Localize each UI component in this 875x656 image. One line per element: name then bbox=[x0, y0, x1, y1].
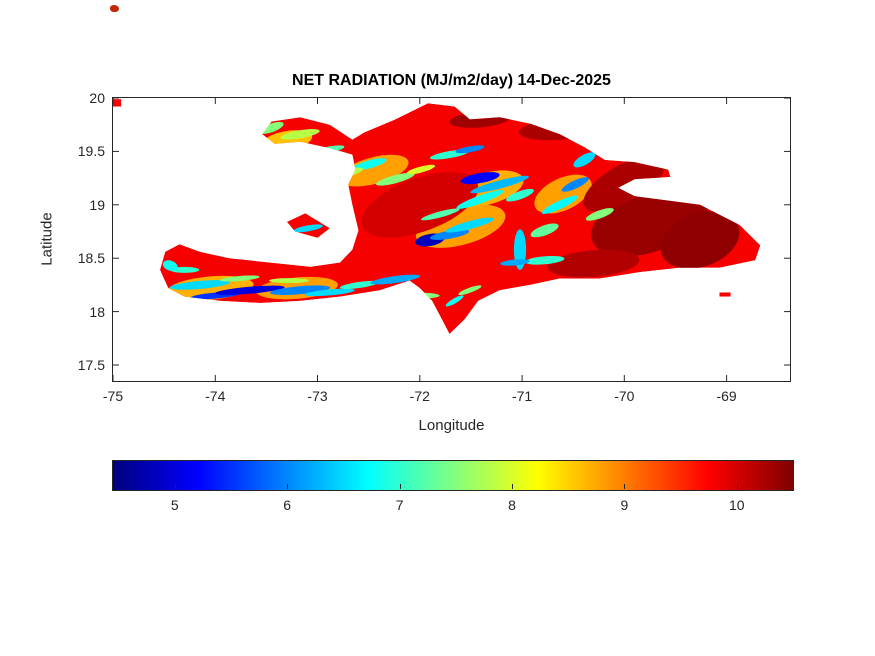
radiation-streak bbox=[421, 208, 460, 221]
x-tick-label: -71 bbox=[511, 388, 533, 404]
radiation-patch bbox=[583, 155, 666, 212]
radiation-streak bbox=[269, 278, 309, 284]
radiation-streak bbox=[460, 172, 500, 185]
radiation-streak bbox=[470, 175, 529, 194]
radiation-streak bbox=[162, 260, 178, 272]
colorbar-gradient bbox=[113, 461, 793, 490]
radiation-streak bbox=[456, 190, 504, 209]
radiation-streak bbox=[270, 285, 331, 295]
x-axis-label: Longitude bbox=[418, 417, 485, 434]
radiation-streak bbox=[352, 158, 387, 171]
x-tick-label: -70 bbox=[614, 388, 635, 404]
radiation-streak bbox=[458, 285, 482, 296]
radiation-streak bbox=[406, 164, 436, 175]
radiation-streak bbox=[219, 275, 260, 282]
radiation-streak bbox=[304, 288, 355, 297]
radiation-streak bbox=[530, 223, 559, 238]
island-fill bbox=[113, 99, 761, 334]
radiation-patch bbox=[361, 172, 479, 238]
radiation-streak bbox=[169, 280, 230, 290]
radiation-streak bbox=[455, 145, 485, 154]
x-tick-label: -73 bbox=[307, 388, 328, 404]
radiation-patch bbox=[339, 154, 409, 187]
x-tick-label: -69 bbox=[716, 388, 737, 404]
radiation-streak bbox=[506, 188, 534, 202]
radiation-streak bbox=[293, 224, 323, 233]
radiation-streak bbox=[399, 292, 440, 299]
radiation-streak bbox=[445, 217, 495, 233]
colorbar-tick-label: 6 bbox=[283, 497, 292, 513]
y-tick-label: 20 bbox=[89, 90, 105, 106]
radiation-streak bbox=[541, 195, 579, 214]
axis-tick-marks bbox=[113, 98, 790, 381]
y-axis-label: Latitude bbox=[38, 212, 56, 266]
radiation-streak bbox=[500, 259, 530, 266]
radiation-streak bbox=[339, 280, 380, 289]
colorbar-tick-label: 10 bbox=[729, 497, 745, 513]
colorbar bbox=[112, 460, 794, 491]
radiation-streak bbox=[370, 274, 421, 285]
colorbar-tick-label: 5 bbox=[170, 497, 179, 513]
y-tick-label: 18 bbox=[89, 303, 105, 320]
radiation-patch bbox=[547, 249, 640, 278]
y-tick-label: 17.5 bbox=[77, 356, 105, 373]
radiation-streak bbox=[280, 129, 320, 140]
chart-title: NET RADIATION (MJ/m2/day) 14-Dec-2025 bbox=[292, 72, 611, 89]
colorbar-tick-label: 9 bbox=[620, 497, 629, 513]
y-tick-label: 19.5 bbox=[77, 143, 105, 160]
x-tick-label: -72 bbox=[409, 388, 430, 404]
radiation-streak bbox=[585, 208, 614, 221]
heatmap-canvas bbox=[113, 98, 790, 381]
radiation-streak bbox=[561, 177, 589, 192]
radiation-streak bbox=[376, 172, 415, 186]
radiation-streak bbox=[259, 121, 284, 134]
x-tick-label: -74 bbox=[205, 388, 226, 404]
radiation-streak bbox=[524, 255, 565, 265]
stray-mark bbox=[110, 5, 119, 12]
x-tick-label: -75 bbox=[102, 388, 124, 404]
radiation-streak bbox=[215, 285, 285, 295]
radiation-streak bbox=[573, 152, 596, 168]
colorbar-tick-label: 8 bbox=[508, 497, 516, 513]
colorbar-tick-label: 7 bbox=[395, 497, 404, 513]
radiation-patch bbox=[660, 211, 740, 269]
radiation-streak bbox=[429, 229, 470, 240]
plot-area bbox=[112, 97, 791, 382]
radiation-streak bbox=[445, 295, 464, 307]
